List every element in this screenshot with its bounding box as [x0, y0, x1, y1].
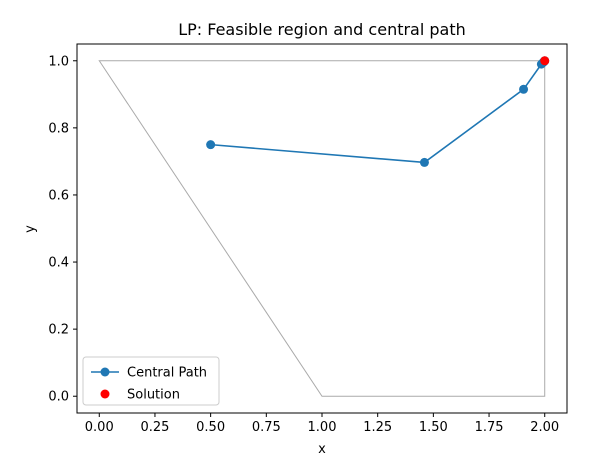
y-tick-label: 0.8	[48, 121, 69, 136]
plot-area	[98, 56, 550, 397]
x-tick-label: 1.75	[475, 420, 504, 435]
y-tick-label: 1.0	[48, 54, 69, 69]
y-tick-label: 0.0	[48, 390, 69, 405]
legend: Central Path Solution	[82, 356, 220, 406]
y-axis-label: y	[23, 225, 38, 233]
x-tick-label: 2.00	[530, 420, 559, 435]
x-tick-label: 0.75	[252, 420, 281, 435]
y-tick-label: 0.4	[48, 256, 69, 271]
x-tick-label: 0.00	[85, 420, 114, 435]
x-tick-label: 1.25	[363, 420, 392, 435]
y-tick-label: 0.6	[48, 188, 69, 203]
chart-title: LP: Feasible region and central path	[178, 20, 466, 39]
central-path-point	[206, 140, 216, 150]
x-tick-label: 0.25	[140, 420, 169, 435]
central-path-point	[419, 157, 429, 167]
legend-box	[82, 356, 220, 406]
y-axis: 0.0 0.2 0.4 0.6 0.8 1.0	[48, 54, 77, 405]
feasible-region-outline	[98, 60, 546, 397]
central-path-line	[210, 60, 546, 164]
central-path-point	[519, 84, 529, 94]
y-tick-label: 0.2	[48, 323, 69, 338]
legend-marker-central-path	[100, 367, 110, 377]
x-axis-label: x	[318, 442, 326, 457]
solution-point	[540, 56, 550, 66]
legend-marker-solution	[100, 389, 110, 399]
x-axis: 0.00 0.25 0.50 0.75 1.00 1.25 1.50 1.75 2.00	[85, 413, 559, 435]
x-tick-label: 1.50	[419, 420, 448, 435]
x-tick-label: 0.50	[196, 420, 225, 435]
legend-label-solution: Solution	[127, 388, 180, 403]
x-tick-label: 1.00	[308, 420, 337, 435]
legend-label-central-path: Central Path	[127, 366, 207, 381]
